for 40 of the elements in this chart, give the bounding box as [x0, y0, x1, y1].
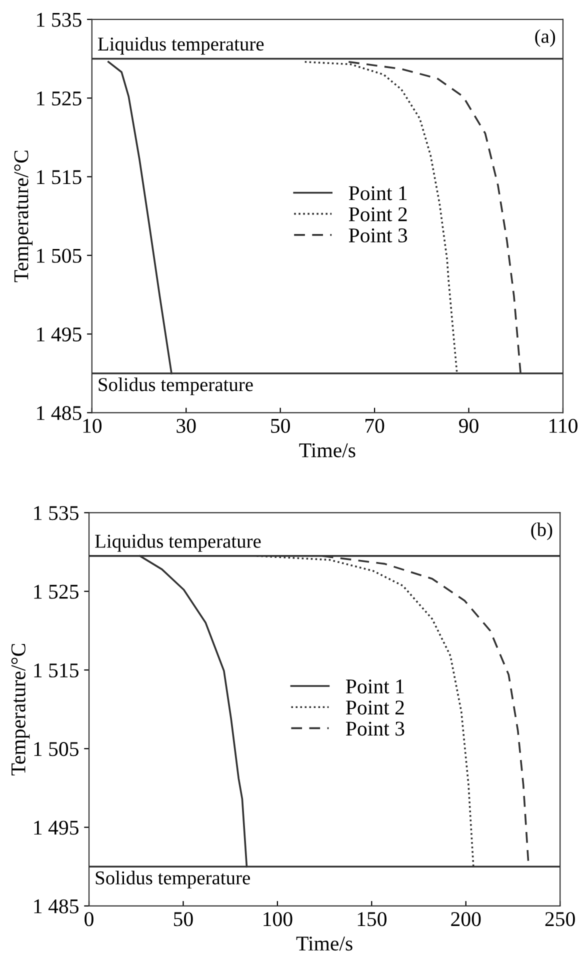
- x-tick-label: 90: [459, 418, 478, 433]
- ref-line-label: Liquidus temperature: [95, 534, 261, 552]
- ref-line-label: Liquidus temperature: [98, 36, 264, 55]
- legend-label: Point 3: [348, 228, 408, 242]
- ref-line-label: Solidus temperature: [96, 870, 250, 888]
- x-tick-label: 150: [358, 912, 386, 926]
- y-tick-label: 1 525: [34, 584, 78, 599]
- x-tick-label: 110: [550, 418, 578, 433]
- x-axis-title: Time/s: [296, 936, 352, 951]
- y-tick-label: 1 535: [34, 506, 78, 520]
- y-tick-label: 1 485: [37, 406, 82, 420]
- legend-label: Point 3: [346, 722, 404, 736]
- y-tick-label: 1 515: [34, 663, 78, 678]
- y-tick-label: 1 515: [37, 170, 82, 184]
- legend-label: Point 1: [346, 679, 404, 694]
- x-tick-label: 50: [174, 912, 193, 926]
- ref-line-label: Solidus temperature: [98, 378, 253, 396]
- legend-label: Point 2: [346, 700, 404, 715]
- y-tick-label: 1 485: [34, 899, 78, 914]
- x-tick-label: 10: [83, 418, 102, 433]
- y-tick-label: 1 495: [34, 820, 78, 835]
- annotation: (b): [531, 522, 552, 540]
- x-axis-title: Time/s: [299, 443, 356, 458]
- x-tick-label: 200: [451, 912, 481, 926]
- x-tick-label: 30: [176, 418, 196, 433]
- y-tick-label: 1 535: [37, 12, 82, 27]
- legend-label: Point 1: [348, 186, 407, 200]
- x-tick-label: 100: [264, 912, 292, 926]
- x-tick-label: 0: [84, 912, 94, 926]
- legend-label: Point 2: [348, 207, 407, 222]
- y-tick-label: 1 495: [37, 327, 82, 342]
- x-tick-label: 250: [545, 912, 575, 926]
- y-axis-title: Temperature/°C: [14, 150, 33, 282]
- y-tick-label: 1 505: [37, 248, 82, 263]
- x-tick-label: 70: [366, 418, 384, 433]
- y-tick-label: 1 525: [37, 92, 82, 106]
- y-tick-label: 1 505: [34, 742, 78, 756]
- y-axis-title: Temperature/°C: [11, 644, 30, 776]
- annotation: (a): [535, 29, 556, 47]
- x-tick-label: 50: [271, 418, 290, 433]
